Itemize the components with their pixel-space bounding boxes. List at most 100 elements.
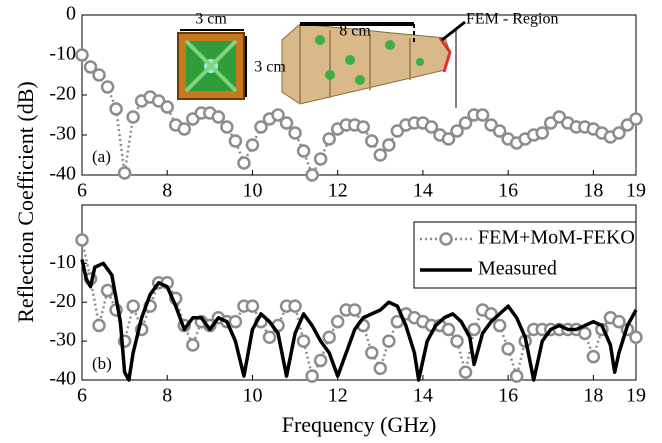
data-point <box>279 116 294 130</box>
data-point <box>177 122 192 136</box>
data-point <box>441 132 456 146</box>
y-tick-label: -30 <box>49 329 76 351</box>
x-tick-label: 6 <box>77 180 87 202</box>
data-point <box>220 120 234 134</box>
data-point <box>75 48 89 62</box>
data-point <box>100 283 115 298</box>
data-point <box>100 80 115 94</box>
y-tick-label: -10 <box>49 251 76 273</box>
data-point <box>578 326 592 341</box>
legend-label: FEM+MoM-FEKO <box>478 227 635 249</box>
x-tick-label: 8 <box>162 385 172 407</box>
data-point <box>92 68 106 82</box>
data-point <box>245 299 260 313</box>
data-point <box>382 138 396 152</box>
data-point <box>322 132 336 146</box>
y-tick-label: -40 <box>49 368 76 390</box>
data-point <box>441 322 456 337</box>
y-tick-label: -20 <box>49 83 76 105</box>
x-tick-label: 14 <box>413 180 433 202</box>
annotation: FEM - Region <box>466 11 558 28</box>
data-point <box>245 138 260 152</box>
data-point <box>75 233 89 247</box>
data-point <box>186 338 200 352</box>
series <box>75 48 643 182</box>
data-point <box>83 60 98 74</box>
data-point <box>313 353 328 368</box>
data-point <box>271 108 285 122</box>
x-tick-label: 19 <box>626 385 646 407</box>
y-tick-label: 0 <box>66 3 76 25</box>
data-point <box>501 342 515 356</box>
x-tick-label: 19 <box>626 180 646 202</box>
annotation: 3 cm <box>254 59 286 76</box>
data-point <box>237 156 251 170</box>
data-point <box>262 330 277 344</box>
series-line <box>80 259 638 382</box>
x-tick-label: 16 <box>498 180 518 202</box>
data-point <box>475 108 490 122</box>
x-tick-label: 12 <box>328 180 348 202</box>
data-point <box>373 148 388 162</box>
data-point <box>373 361 388 376</box>
data-point <box>92 318 106 333</box>
data-point <box>492 124 507 138</box>
data-point <box>356 120 371 134</box>
data-point <box>365 346 379 360</box>
inset-images <box>177 20 466 108</box>
data-point <box>117 166 132 180</box>
annotation: 3 cm <box>195 11 227 28</box>
data-point <box>313 152 328 166</box>
y-tick-label: -40 <box>49 163 76 185</box>
legend-label: Measured <box>478 258 557 280</box>
x-tick-label: 10 <box>242 385 262 407</box>
data-point <box>288 126 302 140</box>
data-point <box>126 299 140 313</box>
data-point <box>450 334 464 348</box>
data-point <box>450 124 464 138</box>
y-tick-label: -30 <box>49 123 76 145</box>
data-point <box>254 120 268 134</box>
legend-box <box>413 221 637 289</box>
annotation: (a) <box>92 147 111 166</box>
x-tick-label: 18 <box>583 180 603 202</box>
x-tick-label: 10 <box>242 180 262 202</box>
data-point <box>629 112 643 126</box>
y-tick-label: -20 <box>49 290 76 312</box>
annotation: 8 cm <box>339 23 371 40</box>
data-point <box>612 314 626 329</box>
data-point <box>288 299 302 313</box>
x-axis-label: Frequency (GHz) <box>282 412 437 437</box>
x-tick-label: 6 <box>77 385 87 407</box>
x-tick-label: 8 <box>162 180 172 202</box>
x-tick-label: 16 <box>498 385 518 407</box>
data-point <box>330 314 345 329</box>
y-axis-label: Reflection Coefficient (dB) <box>13 81 38 323</box>
data-point <box>126 110 140 124</box>
data-point <box>458 365 473 379</box>
data-point <box>305 369 319 383</box>
data-point <box>492 318 507 333</box>
series <box>80 259 638 382</box>
data-point <box>322 330 336 344</box>
data-point <box>296 144 311 158</box>
data-point <box>586 349 601 364</box>
data-point <box>305 168 319 182</box>
data-point <box>211 110 226 124</box>
legend-marker <box>439 232 453 246</box>
data-point <box>612 126 626 140</box>
data-point <box>365 134 379 148</box>
x-tick-label: 14 <box>413 385 433 407</box>
data-point <box>467 322 481 337</box>
data-point <box>228 314 243 329</box>
data-point <box>160 100 174 114</box>
annotation: (b) <box>92 354 112 373</box>
data-point <box>458 116 473 130</box>
x-tick-label: 12 <box>328 385 348 407</box>
data-point <box>228 134 243 148</box>
data-point <box>535 126 549 140</box>
plot-frame <box>81 204 637 381</box>
data-point <box>296 334 311 348</box>
data-point <box>109 102 123 116</box>
